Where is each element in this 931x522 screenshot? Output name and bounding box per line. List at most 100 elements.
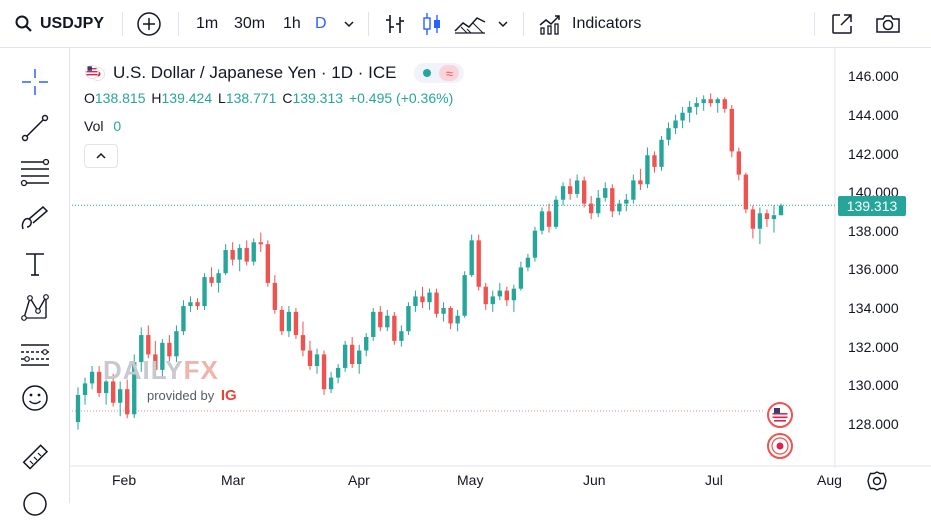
candle-body — [321, 354, 327, 390]
snapshot-button[interactable] — [874, 0, 902, 48]
text-tool[interactable] — [17, 246, 53, 282]
price-tick: 144.000 — [848, 107, 899, 123]
high-key: H — [151, 90, 162, 106]
price-tick: 130.000 — [848, 377, 899, 393]
price-chart[interactable] — [0, 0, 931, 503]
candle-body — [666, 128, 671, 140]
interval-d[interactable]: D — [315, 0, 327, 48]
legend-title: U.S. Dollar / Japanese Yen · 1D · ICE — [113, 63, 397, 82]
candle-body — [504, 290, 510, 301]
candle-body — [420, 296, 425, 303]
ruler-icon — [22, 444, 49, 470]
candle-body — [589, 203, 594, 214]
candle-body — [314, 354, 320, 366]
time-tick: May — [457, 472, 484, 488]
candle-body — [349, 344, 355, 365]
candle-body — [153, 354, 158, 370]
candle-body — [251, 242, 256, 262]
candle-body — [483, 286, 488, 305]
area-style-button[interactable] — [453, 0, 487, 48]
dailyfx-brand-right: FX — [183, 355, 219, 385]
candle-body — [328, 377, 334, 390]
chart-settings-button[interactable] — [866, 470, 888, 492]
candle-body — [708, 99, 713, 104]
candle-body — [624, 199, 629, 204]
interval-1h[interactable]: 1h — [283, 0, 301, 48]
compare-symbol-button[interactable] — [136, 0, 162, 48]
change-value: +0.495 (+0.36%) — [348, 90, 454, 106]
us-event-marker[interactable] — [767, 402, 793, 428]
candle-body — [265, 244, 270, 283]
ruler-tool[interactable] — [17, 440, 53, 476]
open-value: 138.815 — [94, 90, 146, 106]
area-style-icon — [454, 17, 486, 34]
candle-body — [335, 367, 341, 378]
dailyfx-brand-left: DAILY — [103, 355, 184, 385]
candle-style-button[interactable] — [421, 0, 443, 48]
interval-1m-label: 1m — [196, 15, 219, 32]
candle-body — [778, 205, 784, 216]
jp-event-marker[interactable] — [767, 433, 793, 459]
candle-body — [757, 213, 763, 229]
candle-body — [722, 99, 727, 109]
bar-style-icon — [386, 15, 404, 33]
fullscreen-icon — [832, 14, 852, 34]
price-tick: 138.000 — [848, 223, 899, 239]
chart-style-dropdown[interactable] — [496, 0, 510, 48]
market-status-pill[interactable]: ≈ — [414, 63, 465, 83]
candle-body — [497, 290, 502, 297]
interval-dropdown[interactable] — [342, 0, 356, 48]
vol-key: Vol — [84, 118, 104, 134]
candle-body — [469, 240, 474, 276]
brush-icon — [21, 205, 49, 230]
candle-body — [342, 344, 348, 368]
indicators-button[interactable]: Indicators — [538, 0, 641, 48]
candle-body — [216, 273, 221, 283]
candle-body — [476, 240, 481, 287]
candle-body — [581, 180, 587, 204]
candle-body — [406, 306, 411, 332]
candle-body — [258, 242, 263, 245]
candle-body — [307, 350, 313, 366]
candle-body — [89, 371, 95, 384]
interval-1m[interactable]: 1m — [196, 0, 218, 48]
trend-line-tool[interactable] — [17, 110, 53, 146]
candle-body — [490, 296, 495, 305]
candle-body — [525, 257, 531, 268]
bar-style-button[interactable] — [384, 0, 406, 48]
emoji-tool[interactable] — [17, 380, 53, 416]
brush-tool[interactable] — [17, 200, 53, 236]
candle-body — [167, 342, 172, 357]
time-tick: Apr — [348, 472, 370, 488]
fib-tool[interactable] — [17, 154, 53, 190]
price-tick: 132.000 — [848, 339, 899, 355]
collapse-legend-button[interactable] — [84, 144, 118, 168]
candle-body — [553, 199, 559, 227]
candle-body — [293, 311, 299, 336]
interval-30m[interactable]: 30m — [234, 0, 265, 48]
legend-title-row: U.S. Dollar / Japanese Yen · 1D · ICE ≈ — [85, 62, 465, 84]
price-tick: 142.000 — [848, 146, 899, 162]
crosshair-tool[interactable] — [17, 64, 53, 100]
candle-body — [518, 267, 524, 289]
candle-body — [743, 174, 749, 210]
candle-body — [764, 213, 770, 220]
low-key: L — [218, 90, 226, 106]
flag-jp-icon — [771, 437, 789, 455]
candle-body — [603, 188, 608, 198]
candle-body — [729, 108, 734, 152]
candle-body — [103, 381, 109, 394]
candle-body — [237, 248, 242, 260]
price-tick: 134.000 — [848, 300, 899, 316]
candle-body — [371, 311, 376, 337]
candle-body — [659, 139, 664, 167]
fullscreen-button[interactable] — [830, 0, 854, 48]
candle-body — [645, 155, 650, 185]
flag-us-jp-icon — [85, 65, 105, 81]
symbol-search-button[interactable]: USDJPY — [14, 0, 104, 48]
emoji-icon — [22, 385, 48, 411]
pattern-tool[interactable] — [17, 290, 53, 326]
measure-tool[interactable] — [17, 336, 53, 372]
camera-icon — [876, 15, 900, 33]
candle-body — [736, 151, 741, 175]
